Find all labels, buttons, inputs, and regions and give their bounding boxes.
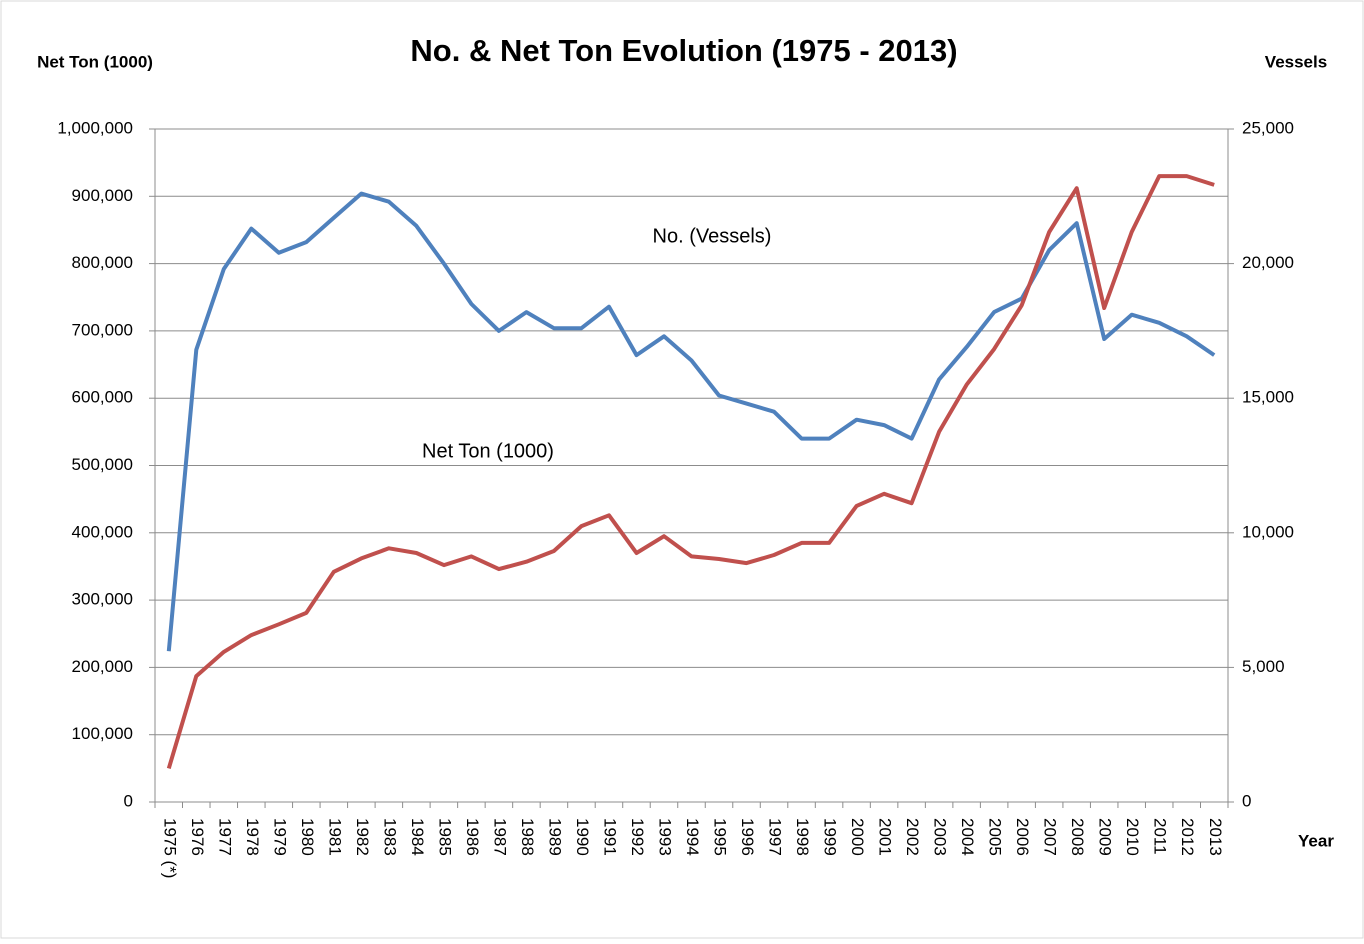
x-tick-label: 1986 (463, 818, 482, 856)
series-annotation: Net Ton (1000) (422, 440, 554, 462)
y-tick-label: 1,000,000 (57, 118, 133, 137)
y-tick-label: 900,000 (72, 186, 133, 205)
x-tick-label: 2009 (1096, 818, 1115, 856)
x-tick-label: 2005 (986, 818, 1005, 856)
x-tick-label: 2012 (1178, 818, 1197, 856)
x-tick-label: 1994 (683, 818, 702, 856)
x-tick-label: 1989 (545, 818, 564, 856)
x-tick-label: 1975 (*) (160, 818, 179, 878)
x-tick-label: 2002 (903, 818, 922, 856)
x-tick-label: 1988 (518, 818, 537, 856)
y2-tick-label: 10,000 (1242, 522, 1294, 541)
x-tick-label: 2011 (1151, 818, 1170, 855)
y2-axis-label: Vessels (1265, 52, 1327, 71)
x-axis-label: Year (1298, 831, 1334, 850)
x-tick-label: 2013 (1206, 818, 1225, 856)
y-tick-label: 200,000 (72, 657, 133, 676)
y2-tick-label: 25,000 (1242, 118, 1294, 137)
x-tick-label: 1992 (628, 818, 647, 856)
x-tick-label: 1998 (793, 818, 812, 856)
y2-tick-label: 5,000 (1242, 657, 1285, 676)
x-tick-label: 1980 (298, 818, 317, 856)
series-line (166, 174, 1215, 769)
x-tick-label: 1981 (325, 818, 344, 856)
x-tick-label: 2003 (931, 818, 950, 856)
x-tick-label: 2001 (876, 818, 895, 856)
y-tick-label: 500,000 (72, 455, 133, 474)
x-tick-label: 2006 (1013, 818, 1032, 856)
y-tick-label: 300,000 (72, 590, 133, 609)
x-tick-label: 1997 (766, 818, 785, 856)
x-tick-label: 1987 (490, 818, 509, 856)
y-tick-label: 100,000 (72, 724, 133, 743)
x-tick-label: 1983 (380, 818, 399, 856)
chart-title: No. & Net Ton Evolution (1975 - 2013) (410, 33, 957, 68)
x-tick-label: 1982 (353, 818, 372, 856)
y2-tick-label: 0 (1242, 791, 1251, 810)
series-annotation: No. (Vessels) (653, 225, 772, 247)
x-tick-label: 1999 (821, 818, 840, 856)
y-tick-label: 800,000 (72, 253, 133, 272)
y2-tick-label: 15,000 (1242, 388, 1294, 407)
y-tick-label: 700,000 (72, 320, 133, 339)
x-tick-label: 1996 (738, 818, 757, 856)
x-tick-label: 1993 (656, 818, 675, 856)
x-tick-label: 1978 (243, 818, 262, 856)
x-tick-label: 1991 (600, 818, 619, 856)
x-tick-label: 1977 (215, 818, 234, 856)
x-tick-label: 2004 (958, 818, 977, 856)
x-tick-label: 2000 (848, 818, 867, 856)
x-tick-label: 2007 (1041, 818, 1060, 856)
x-tick-label: 1979 (270, 818, 289, 856)
y-axis-label: Net Ton (1000) (37, 52, 153, 71)
y-tick-label: 400,000 (72, 522, 133, 541)
x-tick-label: 1985 (435, 818, 454, 856)
y-tick-label: 0 (124, 791, 133, 810)
x-tick-label: 1995 (711, 818, 730, 856)
x-tick-label: 1976 (188, 818, 207, 856)
series-line (166, 191, 1216, 652)
x-tick-label: 1990 (573, 818, 592, 856)
x-tick-label: 2008 (1068, 818, 1087, 856)
y2-tick-label: 20,000 (1242, 253, 1294, 272)
x-tick-label: 1984 (408, 818, 427, 856)
x-tick-label: 2010 (1123, 818, 1142, 856)
y-tick-label: 600,000 (72, 388, 133, 407)
